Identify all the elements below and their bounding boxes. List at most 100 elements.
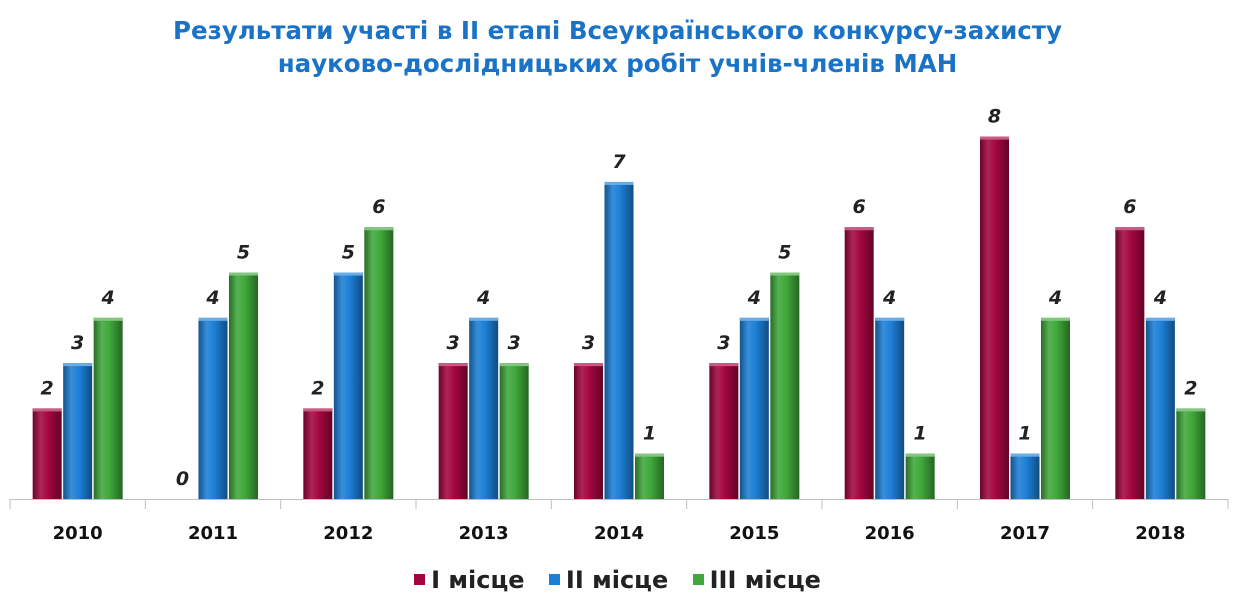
bar-2015-series-1 <box>709 363 739 499</box>
data-label-2017-series-1: 8 <box>988 106 1001 128</box>
x-tick-label-2016: 2016 <box>865 523 915 544</box>
legend-swatch-second-place <box>548 574 560 585</box>
bar-2010-series-1 <box>32 408 62 499</box>
data-label-2011-series-2: 4 <box>205 287 219 309</box>
bar-2010-series-2 <box>63 363 93 499</box>
bar-2011-series-3 <box>229 272 258 499</box>
x-tick-label-2017: 2017 <box>1000 523 1050 544</box>
data-label-2018-series-2: 4 <box>1153 287 1167 309</box>
bar-2012-series-3 <box>364 227 394 499</box>
bar-top-highlight <box>635 453 664 457</box>
bar-2012-series-2 <box>333 272 363 499</box>
x-tick-label-2010: 2010 <box>53 523 103 544</box>
bar-top-highlight <box>1115 227 1145 231</box>
x-tick-label-2014: 2014 <box>594 523 644 544</box>
bar-top-highlight <box>1145 317 1175 321</box>
data-label-2010-series-3: 4 <box>101 287 115 309</box>
bar-top-highlight <box>875 317 905 321</box>
data-label-2013-series-2: 4 <box>476 287 490 309</box>
bar-2014-series-3 <box>635 453 664 499</box>
bar-top-highlight <box>469 317 499 321</box>
data-label-2015-series-1: 3 <box>717 332 730 354</box>
data-label-2017-series-2: 1 <box>1018 423 1031 445</box>
bar-top-highlight <box>63 363 93 367</box>
chart-legend: І місце ІІ місце ІІІ місце <box>0 566 1235 594</box>
bar-2014-series-1 <box>574 363 603 499</box>
bar-2018-series-2 <box>1145 317 1175 499</box>
x-tick-label-2018: 2018 <box>1135 523 1185 544</box>
x-tick-label-2013: 2013 <box>459 523 509 544</box>
bar-top-highlight <box>198 317 228 321</box>
bar-top-highlight <box>93 317 123 321</box>
bar-2016-series-2 <box>875 317 905 499</box>
bar-2013-series-1 <box>438 363 468 499</box>
bar-top-highlight <box>1041 317 1070 321</box>
bar-top-highlight <box>905 453 935 457</box>
legend-item-first-place: І місце <box>414 566 525 594</box>
legend-swatch-third-place <box>692 574 704 585</box>
chart-title-line-2: науково-дослідницьких робіт учнів-членів… <box>277 49 958 78</box>
legend-item-second-place: ІІ місце <box>548 566 669 594</box>
bar-top-highlight <box>739 317 769 321</box>
data-label-2014-series-1: 3 <box>582 332 595 354</box>
data-label-2016-series-1: 6 <box>853 196 866 218</box>
bar-2011-series-2 <box>198 317 228 499</box>
bar-2013-series-3 <box>499 363 529 499</box>
data-label-2012-series-3: 6 <box>372 196 385 218</box>
legend-label-second-place: ІІ місце <box>565 566 669 594</box>
legend-label-first-place: І місце <box>431 566 525 594</box>
bar-top-highlight <box>303 408 333 412</box>
bar-2013-series-2 <box>469 317 499 499</box>
data-label-2011-series-1: 0 <box>176 468 189 490</box>
data-label-2018-series-3: 2 <box>1184 377 1197 399</box>
legend-label-third-place: ІІІ місце <box>709 566 821 594</box>
data-label-2014-series-2: 7 <box>612 151 626 173</box>
legend-item-third-place: ІІІ місце <box>692 566 821 594</box>
data-label-2010-series-1: 2 <box>41 377 54 399</box>
data-label-2013-series-1: 3 <box>447 332 460 354</box>
bar-2014-series-2 <box>604 181 634 500</box>
bar-2016-series-1 <box>844 227 874 499</box>
x-tick-label-2012: 2012 <box>323 523 373 544</box>
bar-2012-series-1 <box>303 408 333 499</box>
chart-title: Результати участі в ІІ етапі Всеукраїнсь… <box>0 14 1235 80</box>
data-label-2010-series-2: 3 <box>71 332 84 354</box>
bar-top-highlight <box>604 181 634 185</box>
bar-top-highlight <box>1010 453 1040 457</box>
data-label-2013-series-3: 3 <box>508 332 521 354</box>
data-label-2015-series-3: 5 <box>778 242 791 264</box>
bar-2016-series-3 <box>905 453 935 499</box>
data-label-2017-series-3: 4 <box>1048 287 1062 309</box>
bar-top-highlight <box>844 227 874 231</box>
bar-2018-series-3 <box>1176 408 1206 499</box>
legend-swatch-first-place <box>414 574 426 585</box>
chart-title-line-1: Результати участі в ІІ етапі Всеукраїнсь… <box>173 16 1062 45</box>
bar-top-highlight <box>709 363 739 367</box>
bar-2017-series-2 <box>1010 453 1040 499</box>
bar-top-highlight <box>499 363 529 367</box>
bar-2017-series-1 <box>980 136 1009 499</box>
bar-top-highlight <box>574 363 603 367</box>
data-label-2011-series-3: 5 <box>237 242 250 264</box>
data-label-2014-series-3: 1 <box>643 423 656 445</box>
bar-2018-series-1 <box>1115 227 1145 499</box>
bar-top-highlight <box>980 136 1009 140</box>
bar-top-highlight <box>438 363 468 367</box>
bar-2015-series-2 <box>739 317 769 499</box>
bar-top-highlight <box>770 272 800 276</box>
bar-2017-series-3 <box>1041 317 1070 499</box>
bar-2015-series-3 <box>770 272 800 499</box>
data-label-2015-series-2: 4 <box>747 287 761 309</box>
bar-top-highlight <box>32 408 62 412</box>
bar-top-highlight <box>333 272 363 276</box>
data-label-2012-series-2: 5 <box>342 242 355 264</box>
x-tick-label-2011: 2011 <box>188 523 238 544</box>
data-label-2018-series-1: 6 <box>1123 196 1136 218</box>
x-tick-label-2015: 2015 <box>729 523 779 544</box>
bar-2010-series-3 <box>93 317 123 499</box>
data-label-2012-series-1: 2 <box>311 377 324 399</box>
bar-top-highlight <box>1176 408 1206 412</box>
bar-top-highlight <box>364 227 394 231</box>
data-label-2016-series-2: 4 <box>882 287 896 309</box>
